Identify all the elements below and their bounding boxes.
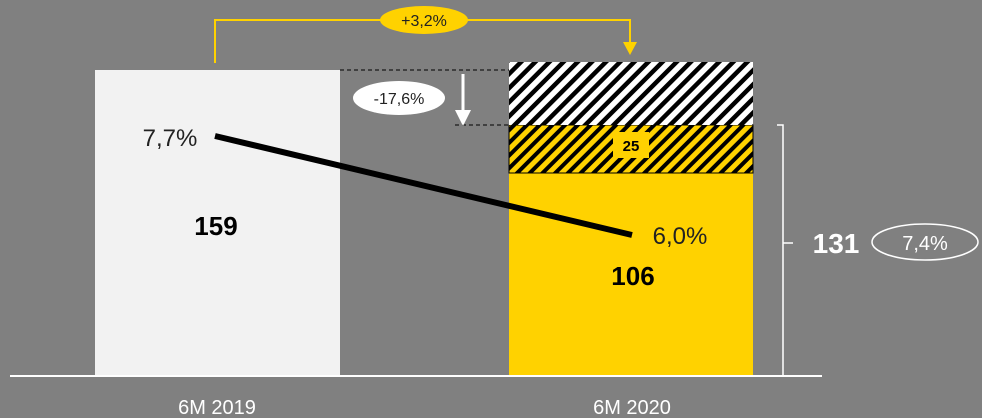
- total-value: 131: [813, 228, 860, 259]
- bar-2020-hatched-white: [509, 62, 753, 125]
- decline-badge: [353, 81, 445, 115]
- margin-label-2020: 6,0%: [653, 223, 708, 250]
- x-tick-label-2020: 6M 2020: [593, 397, 671, 418]
- bar-label-25: 25: [623, 138, 640, 155]
- decline-label: -17,6%: [374, 91, 425, 108]
- growth-label: +3,2%: [401, 13, 447, 30]
- total-bracket: [777, 124, 784, 377]
- segment-label-bg: [613, 132, 649, 158]
- bar-2020-base: [509, 173, 753, 376]
- bar-2019: [95, 70, 340, 376]
- total-margin-badge: [871, 223, 979, 261]
- bar-label-159: 159: [194, 211, 237, 241]
- decline-arrowhead: [455, 110, 471, 126]
- total-margin: 7,4%: [902, 233, 948, 255]
- growth-badge: [380, 6, 468, 34]
- bar-label-106: 106: [611, 261, 654, 291]
- margin-label-2019: 7,7%: [143, 125, 198, 152]
- growth-arrowhead: [623, 42, 637, 55]
- x-tick-label-2019: 6M 2019: [178, 397, 256, 418]
- margin-line: [214, 133, 633, 238]
